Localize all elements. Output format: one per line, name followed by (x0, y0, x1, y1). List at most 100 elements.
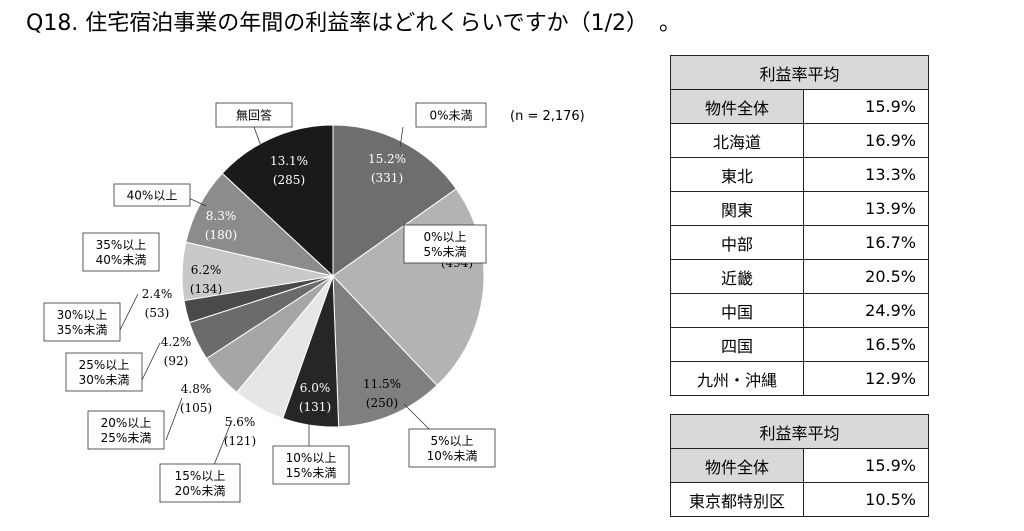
table-header: 利益率平均 (670, 414, 929, 449)
slice-percent-label: 13.1% (270, 154, 308, 168)
slice-count-label: (92) (164, 354, 189, 368)
category-callout-box (415, 102, 487, 128)
slice-count-label: (134) (190, 282, 222, 296)
category-label: 5%以上 (430, 434, 473, 448)
category-callout-box (43, 302, 121, 342)
category-callout-box (159, 463, 241, 503)
region-cell: 東北 (670, 157, 804, 192)
slice-count-label: (180) (205, 228, 237, 242)
sample-size-label: (n = 2,176) (510, 109, 585, 124)
value-cell: 15.9% (803, 448, 929, 483)
leader-line (211, 419, 233, 471)
page-title: Q18. 住宅宿泊事業の年間の利益率はどれくらいですか（1/2） 。 (26, 11, 682, 36)
region-cell: 中部 (670, 225, 804, 260)
region-cell: 関東 (670, 191, 804, 226)
profit-rate-table-tokyo: 利益率平均 物件全体 15.9% 東京都特別区 10.5% (670, 414, 929, 517)
category-label: 10%以上 (286, 451, 337, 465)
category-label: 25%以上 (79, 358, 130, 372)
value-cell: 12.9% (803, 361, 929, 396)
table-row: 物件全体 15.9% (670, 89, 929, 124)
table-row: 物件全体 15.9% (670, 448, 929, 483)
category-label: 20%未満 (175, 484, 226, 498)
table-row: 九州・沖縄 12.9% (670, 361, 929, 396)
slice-count-label: (285) (273, 173, 305, 187)
category-label: 30%未満 (79, 373, 130, 387)
slice-percent-label: 11.5% (363, 377, 401, 391)
slice-percent-label: 6.2% (191, 263, 222, 277)
value-cell: 13.9% (803, 191, 929, 226)
region-cell: 物件全体 (670, 448, 804, 483)
category-label: 35%未満 (57, 323, 108, 337)
category-label: 0%未満 (429, 109, 472, 123)
table-row: 関東 13.9% (670, 191, 929, 226)
category-label: 0%以上 (423, 230, 466, 244)
category-label: 20%以上 (101, 416, 152, 430)
region-cell: 四国 (670, 327, 804, 362)
table-row: 中国 24.9% (670, 293, 929, 328)
value-cell: 16.7% (803, 225, 929, 260)
table-row: 北海道 16.9% (670, 123, 929, 158)
category-callout-box (215, 102, 293, 128)
slice-percent-label: 8.3% (206, 209, 237, 223)
category-label: 15%以上 (175, 469, 226, 483)
slice-count-label: (105) (180, 401, 212, 415)
slice-percent-label: 15.2% (368, 152, 406, 166)
category-callout-box (272, 445, 350, 485)
pie-slice (332, 124, 457, 277)
category-label: 25%未満 (101, 431, 152, 445)
category-label: 40%未満 (96, 253, 147, 267)
category-callout-box (403, 224, 487, 264)
leader-line (141, 342, 161, 381)
table-row: 四国 16.5% (670, 327, 929, 362)
category-callout-box (113, 183, 191, 207)
slice-count-label: (131) (299, 400, 331, 414)
table-row: 東北 13.3% (670, 157, 929, 192)
value-cell: 24.9% (803, 293, 929, 328)
slice-count-label: (331) (371, 171, 403, 185)
slice-percent-label: 6.0% (300, 381, 331, 395)
slice-count-label: (53) (145, 306, 170, 320)
profit-rate-table-regions: 利益率平均 物件全体 15.9% 北海道 16.9% 東北 13.3% 関東 13.9%… (670, 55, 929, 396)
value-cell: 16.5% (803, 327, 929, 362)
pie-chart: 15.2%(331)0%未満22.7%(494)0%以上5%未満11.5%(25… (43, 102, 585, 503)
region-cell: 東京都特別区 (670, 482, 804, 517)
value-cell: 16.9% (803, 123, 929, 158)
region-cell: 九州・沖縄 (670, 361, 804, 396)
category-callout-box (65, 352, 143, 392)
category-label: 15%未満 (286, 466, 337, 480)
leader-line (403, 403, 430, 430)
category-label: 無回答 (236, 108, 272, 123)
leader-line (253, 126, 262, 147)
category-label: 40%以上 (127, 189, 178, 203)
table-row: 近畿 20.5% (670, 259, 929, 294)
category-label: 5%未満 (423, 245, 466, 259)
category-callout-box (408, 428, 496, 468)
slice-percent-label: 4.8% (181, 382, 212, 396)
slice-percent-label: 4.2% (161, 335, 192, 349)
category-label: 35%以上 (96, 238, 147, 252)
region-cell: 中国 (670, 293, 804, 328)
value-cell: 15.9% (803, 89, 929, 124)
region-cell: 北海道 (670, 123, 804, 158)
region-cell: 近畿 (670, 259, 804, 294)
table-row: 中部 16.7% (670, 225, 929, 260)
slice-count-label: (121) (224, 434, 256, 448)
pie-slice (332, 274, 438, 428)
slice-percent-label: 5.6% (225, 415, 256, 429)
leader-line (399, 126, 404, 148)
category-callout-box (87, 410, 165, 450)
category-callout-box (82, 232, 160, 272)
value-cell: 13.3% (803, 157, 929, 192)
slice-percent-label: 2.4% (142, 287, 173, 301)
region-cell: 物件全体 (670, 89, 804, 124)
category-label: 30%以上 (57, 308, 108, 322)
leader-line (165, 397, 183, 441)
slice-count-label: (250) (366, 396, 398, 410)
leader-line (119, 293, 139, 331)
category-label: 10%未満 (427, 449, 478, 463)
pie-slice (221, 124, 334, 278)
table-header: 利益率平均 (670, 55, 929, 90)
table-row: 東京都特別区 10.5% (670, 482, 929, 517)
value-cell: 10.5% (803, 482, 929, 517)
value-cell: 20.5% (803, 259, 929, 294)
